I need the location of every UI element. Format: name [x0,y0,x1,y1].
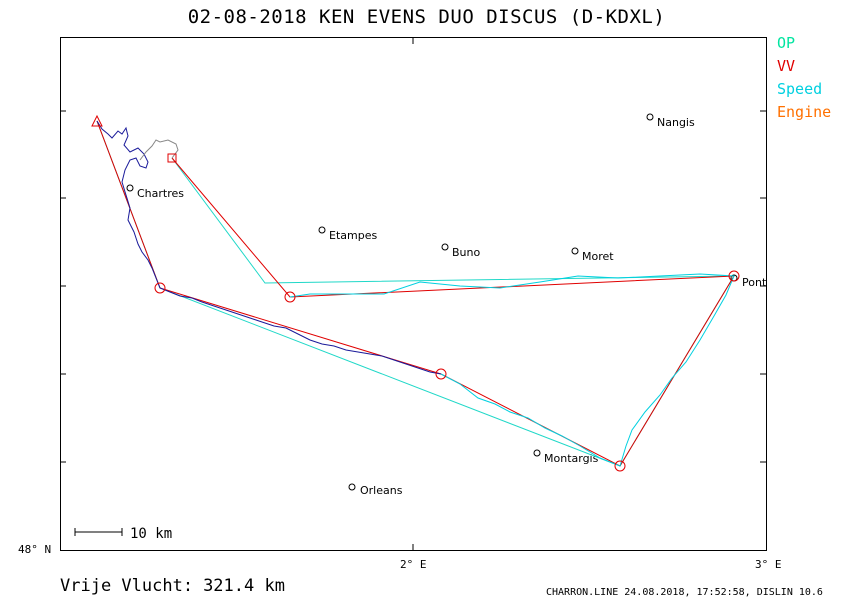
flight-trace-blue [96,120,442,375]
town-chartres-marker [126,184,134,192]
town-label-etampes: Etampes [329,229,377,242]
vv-task-line [96,120,735,467]
legend-speed: Speed [777,80,823,98]
lat-ticks [60,38,766,551]
map-title: 02-08-2018 KEN EVENS DUO DISCUS (D-KDXL) [187,6,666,28]
turnpoint-2 [435,368,447,380]
lon-label-2e: 2° E [400,558,427,571]
town-label-nangis: Nangis [657,116,695,129]
town-orleans-marker [348,483,356,491]
credit-line: CHARRON.LINE 24.08.2018, 17:52:58, DISLI… [546,587,823,598]
town-label-pont: Pont [742,276,767,289]
legend-vv: VV [777,57,796,75]
lon-label-3e: 3° E [755,558,782,571]
lat-label: 48° N [18,543,51,556]
map-frame [60,37,767,551]
distance-label: Vrije Vlucht: [60,576,194,596]
town-buno-marker [441,243,449,251]
town-etampes-marker [318,226,326,234]
free-flight-distance: Vrije Vlucht: 321.4 km [60,576,295,596]
start-triangle [91,114,103,127]
town-moret-marker [571,247,579,255]
town-label-chartres: Chartres [137,187,184,200]
town-label-moret: Moret [582,250,614,263]
town-label-orleans: Orleans [360,484,403,497]
turnpoint-markers [91,114,740,472]
town-nangis-marker [646,113,654,121]
town-montargis-marker [533,449,541,457]
distance-value: 321.4 km [203,576,285,596]
town-markers [126,113,738,491]
turnpoint-4 [728,270,740,282]
turnpoint-1 [154,282,166,294]
turnpoint-3 [614,460,626,472]
scale-bar [74,528,123,536]
legend-op: OP [777,34,796,52]
speed-trace [289,273,735,467]
op-task-line [96,120,735,467]
legend-engine: Engine [777,103,832,121]
finish-square [167,153,177,163]
town-label-buno: Buno [452,246,480,259]
turnpoint-5 [284,291,296,303]
scale-label: 10 km [130,526,172,542]
flight-trace-gray [139,139,179,161]
town-label-montargis: Montargis [544,452,599,465]
